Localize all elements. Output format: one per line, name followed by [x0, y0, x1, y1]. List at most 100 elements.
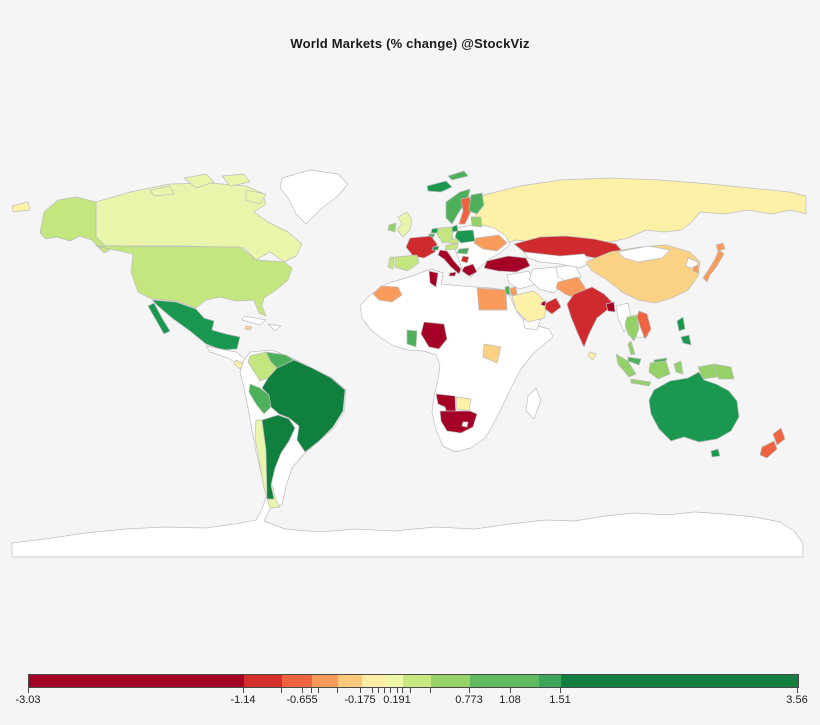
country-serbia — [460, 255, 470, 264]
country-sweden — [458, 196, 472, 225]
country-iceland — [426, 180, 453, 193]
legend-color-segment — [282, 675, 312, 687]
country-cuba — [241, 315, 267, 326]
country-czech — [448, 238, 460, 245]
country-uae-oman — [544, 297, 562, 315]
legend-tick — [469, 688, 470, 693]
country-indonesia — [615, 353, 637, 378]
legend-tick-label: -3.03 — [15, 694, 41, 706]
country-canada — [149, 185, 175, 197]
country-indonesia — [697, 363, 718, 380]
country-russia — [11, 201, 31, 213]
country-indonesia — [630, 378, 652, 387]
country-morocco — [372, 285, 403, 303]
legend-tick — [410, 688, 411, 693]
country-jamaica — [244, 325, 253, 331]
legend-tick — [384, 688, 385, 693]
country-argentina — [261, 414, 296, 500]
legend-tick — [28, 688, 29, 693]
country-malaysia — [627, 356, 642, 366]
country-usa — [95, 245, 293, 317]
country-greece — [461, 263, 478, 277]
country-mongolia — [617, 245, 671, 263]
country-philippines — [676, 316, 686, 332]
legend-tick — [302, 688, 303, 693]
legend-color-segment — [403, 675, 431, 687]
country-peru — [248, 383, 272, 415]
country-baltics — [470, 216, 483, 228]
legend-tick — [390, 688, 391, 693]
country-uk — [396, 211, 413, 238]
country-antarctica — [11, 496, 804, 558]
legend-tick — [397, 688, 398, 693]
country-bangladesh — [605, 301, 616, 313]
country-central-asia — [523, 251, 593, 269]
country-hispaniola — [267, 323, 282, 332]
country-nigeria — [420, 321, 448, 350]
country-ireland — [387, 222, 397, 233]
country-qatar — [540, 300, 547, 307]
legend-tick-label: 0.191 — [383, 694, 411, 706]
legend-color-segment — [362, 675, 385, 687]
legend-color-segment — [431, 675, 470, 687]
country-png — [713, 363, 735, 380]
country-brazil — [261, 359, 346, 453]
country-botswana — [455, 396, 472, 412]
legend-color-segment — [385, 675, 403, 687]
legend-tick-label: 1.08 — [499, 694, 521, 706]
legend-color-segment — [312, 675, 338, 687]
legend-tick — [372, 688, 373, 693]
country-india — [566, 286, 613, 348]
country-australia — [648, 371, 740, 443]
legend-tick — [281, 688, 282, 693]
country-madagascar — [525, 387, 542, 420]
legend-tick — [797, 688, 798, 693]
legend-color-segment — [244, 675, 282, 687]
legend-tick — [318, 688, 319, 693]
legend-color-segment — [470, 675, 539, 687]
legend-tick — [243, 688, 244, 693]
country-canada — [221, 173, 251, 187]
country-france — [405, 235, 438, 259]
country-greenland — [279, 169, 349, 225]
country-australia — [710, 448, 721, 458]
country-japan — [715, 242, 726, 252]
legend-tick — [402, 688, 403, 693]
country-netherlands — [430, 227, 439, 234]
country-egypt — [476, 287, 508, 311]
country-alaska — [39, 196, 111, 254]
legend-tick-label: 3.56 — [786, 694, 808, 706]
country-vietnam — [636, 310, 652, 340]
legend-tick-label: 1.51 — [549, 694, 571, 706]
legend-color-segment — [539, 675, 561, 687]
legend-color-segment — [338, 675, 362, 687]
legend-tick — [510, 688, 511, 693]
country-germany — [436, 226, 454, 244]
legend-tick — [311, 688, 312, 693]
country-finland — [468, 192, 485, 215]
legend-tick-label: 0.773 — [455, 694, 483, 706]
country-nz — [759, 440, 778, 459]
country-italy — [448, 271, 457, 277]
country-lesotho — [461, 421, 469, 428]
country-italy — [437, 249, 462, 275]
country-indonesia — [648, 360, 671, 380]
legend-tick-label: -0.175 — [344, 694, 376, 706]
country-poland — [454, 229, 476, 244]
country-ukraine — [473, 234, 508, 252]
country-canada — [183, 173, 215, 189]
country-southafrica — [439, 410, 478, 434]
country-ghana — [406, 329, 418, 348]
legend-colorbar — [28, 674, 799, 688]
country-russia — [473, 177, 807, 247]
country-mexico — [147, 302, 171, 335]
country-portugal — [387, 256, 395, 270]
country-southkorea — [692, 264, 700, 274]
country-israel — [504, 285, 511, 296]
country-africa-backdrop — [359, 268, 554, 453]
country-kenya — [482, 343, 502, 364]
country-indonesia — [673, 360, 684, 375]
country-spain — [394, 254, 420, 272]
